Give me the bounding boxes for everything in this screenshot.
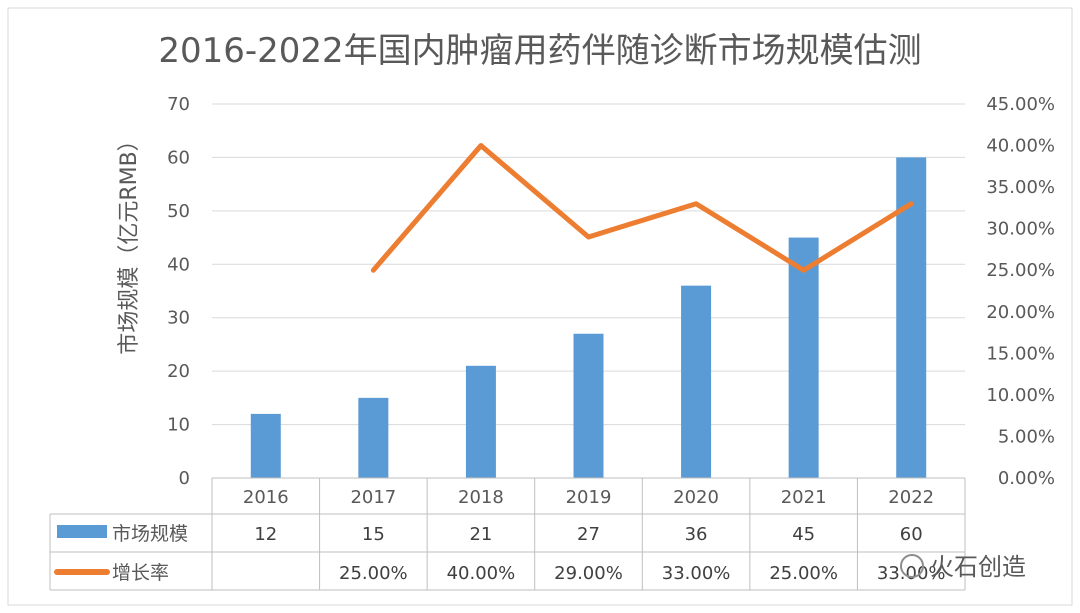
y-tick-label: 30 [167, 308, 190, 329]
category-label: 2022 [888, 487, 934, 508]
y2-tick-label: 45.00% [986, 94, 1055, 115]
y-axis-title: 市场规模（亿元RMB） [117, 129, 142, 354]
data-label: 27 [577, 524, 600, 545]
data-label: 45 [792, 524, 815, 545]
y2-tick-label: 5.00% [998, 426, 1055, 447]
legend-key-bar [57, 525, 107, 538]
bar [250, 413, 281, 478]
legend-label: 市场规模 [112, 523, 188, 545]
y-tick-label: 10 [167, 415, 190, 436]
bar [465, 365, 496, 478]
y2-tick-label: 30.00% [986, 219, 1055, 240]
y2-tick-label: 10.00% [986, 385, 1055, 406]
data-label: 25.00% [339, 563, 408, 584]
category-label: 2017 [350, 487, 396, 508]
y-tick-label: 20 [167, 361, 190, 382]
watermark-text: 火石创造 [930, 553, 1026, 581]
data-label: 29.00% [554, 563, 623, 584]
bar [573, 333, 604, 478]
category-label: 2021 [781, 487, 827, 508]
y-tick-label: 70 [167, 94, 190, 115]
category-label: 2016 [243, 487, 289, 508]
data-label: 25.00% [769, 563, 838, 584]
y2-tick-label: 40.00% [986, 136, 1055, 157]
y2-tick-label: 35.00% [986, 177, 1055, 198]
y2-tick-label: 0.00% [998, 468, 1055, 489]
y-tick-label: 40 [167, 254, 190, 275]
bar [358, 397, 389, 478]
y2-tick-label: 20.00% [986, 302, 1055, 323]
y2-tick-label: 15.00% [986, 343, 1055, 364]
data-label: 12 [254, 524, 277, 545]
data-label: 21 [469, 524, 492, 545]
growth-line [370, 143, 914, 273]
y2-tick-label: 25.00% [986, 260, 1055, 281]
data-label: 60 [900, 524, 923, 545]
data-label: 40.00% [447, 563, 516, 584]
chart-title: 2016-2022年国内肿瘤用药伴随诊断市场规模估测 [158, 31, 921, 71]
y-tick-label: 0 [179, 468, 190, 489]
data-label: 15 [362, 524, 385, 545]
bar [681, 285, 712, 478]
legend-label: 增长率 [112, 562, 169, 584]
data-label: 33.00% [877, 563, 946, 584]
category-label: 2018 [458, 487, 504, 508]
wechat-icon [900, 554, 924, 578]
data-label: 33.00% [662, 563, 731, 584]
category-label: 2020 [673, 487, 719, 508]
y-tick-label: 60 [167, 147, 190, 168]
watermark: 火石创造 [900, 553, 1026, 581]
category-label: 2019 [566, 487, 612, 508]
bar [788, 237, 819, 478]
y-tick-label: 50 [167, 201, 190, 222]
data-label: 36 [685, 524, 708, 545]
